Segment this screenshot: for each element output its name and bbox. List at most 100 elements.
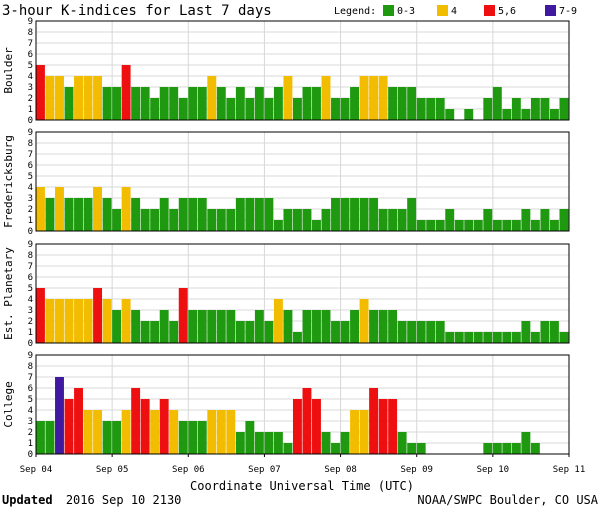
- x-tick-label: Sep 05: [96, 465, 129, 475]
- k-bar: [416, 443, 426, 454]
- k-bar: [131, 87, 141, 120]
- y-tick-label: 4: [28, 406, 33, 416]
- k-bar: [45, 299, 55, 343]
- k-bar: [530, 443, 540, 454]
- k-bar: [216, 87, 226, 120]
- k-bar: [150, 410, 160, 454]
- k-bar: [359, 198, 369, 231]
- y-tick-label: 5: [28, 172, 33, 182]
- k-bar: [245, 321, 255, 343]
- k-bar: [83, 76, 93, 120]
- k-bar: [226, 98, 236, 120]
- panel-frame-outline: [35, 354, 570, 455]
- k-bar: [140, 399, 150, 454]
- k-bar: [435, 321, 445, 343]
- k-bar: [159, 198, 169, 231]
- k-bar: [511, 220, 521, 231]
- k-bar: [521, 209, 531, 231]
- k-bar: [102, 198, 112, 231]
- k-bar: [502, 332, 512, 343]
- k-bar: [407, 198, 417, 231]
- k-bar: [359, 299, 369, 343]
- k-bar: [454, 220, 464, 231]
- k-bar: [36, 288, 45, 343]
- k-bar: [331, 443, 340, 454]
- y-tick-label: 9: [28, 351, 33, 361]
- y-tick-label: 2: [28, 94, 33, 104]
- k-bar: [540, 98, 550, 120]
- k-bar: [150, 209, 160, 231]
- k-bar: [492, 332, 502, 343]
- k-bar: [549, 220, 559, 231]
- k-bar: [55, 76, 64, 120]
- y-tick-label: 1: [28, 216, 33, 226]
- k-bar: [464, 220, 474, 231]
- k-bar: [245, 98, 255, 120]
- y-tick-label: 0: [28, 227, 33, 237]
- y-tick-label: 0: [28, 116, 33, 126]
- k-bar: [169, 209, 179, 231]
- k-bar: [226, 310, 236, 343]
- k-bar: [36, 65, 45, 120]
- k-bar: [55, 299, 64, 343]
- y-tick-label: 4: [28, 295, 33, 305]
- legend-swatch-3: [545, 5, 556, 16]
- k-bar: [369, 310, 379, 343]
- k-bar: [302, 388, 312, 454]
- k-bar: [511, 98, 521, 120]
- x-tick-label: Sep 11: [553, 465, 586, 475]
- updated-value: 2016 Sep 10 2130: [66, 493, 182, 507]
- k-bar: [445, 209, 455, 231]
- k-bar: [502, 443, 512, 454]
- k-bar: [254, 198, 264, 231]
- k-bar: [55, 377, 64, 454]
- k-bar: [321, 310, 331, 343]
- k-bar: [112, 421, 122, 454]
- k-bar: [549, 109, 559, 120]
- k-bar: [216, 209, 226, 231]
- k-bar: [216, 410, 226, 454]
- k-bar: [312, 87, 321, 120]
- k-bar: [93, 288, 103, 343]
- k-bar: [45, 76, 55, 120]
- y-tick-label: 5: [28, 395, 33, 405]
- k-bar: [331, 198, 340, 231]
- panel-frame-outline: [35, 20, 570, 121]
- k-bar: [159, 87, 169, 120]
- k-bar: [435, 220, 445, 231]
- k-bar: [112, 209, 122, 231]
- k-bar: [226, 209, 236, 231]
- k-bar: [397, 321, 407, 343]
- y-tick-label: 3: [28, 83, 33, 93]
- k-bar: [83, 198, 93, 231]
- y-tick-label: 8: [28, 28, 33, 38]
- k-bar: [445, 109, 455, 120]
- updated-label: Updated: [2, 493, 53, 507]
- legend: Legend: 0-3 4 5,6 7-9: [334, 5, 577, 17]
- panel-label: Est. Planetary: [2, 247, 15, 340]
- k-bar: [131, 310, 141, 343]
- k-bar: [36, 187, 45, 231]
- k-bar: [159, 310, 169, 343]
- k-bar: [245, 198, 255, 231]
- legend-swatch-0: [383, 5, 394, 16]
- y-tick-label: 6: [28, 384, 33, 394]
- panel-label: Boulder: [2, 47, 15, 94]
- k-bar: [454, 332, 464, 343]
- legend-entry-label-1: 4: [451, 6, 457, 17]
- k-bar: [188, 198, 198, 231]
- k-bar: [273, 87, 283, 120]
- y-tick-label: 7: [28, 262, 33, 272]
- k-bar: [483, 443, 493, 454]
- k-bar: [140, 321, 150, 343]
- k-bar: [140, 87, 150, 120]
- k-bar: [140, 209, 150, 231]
- k-bar: [397, 209, 407, 231]
- k-bar: [511, 332, 521, 343]
- k-bar: [178, 288, 188, 343]
- k-bar: [245, 421, 255, 454]
- k-bar: [254, 310, 264, 343]
- k-bar: [283, 443, 293, 454]
